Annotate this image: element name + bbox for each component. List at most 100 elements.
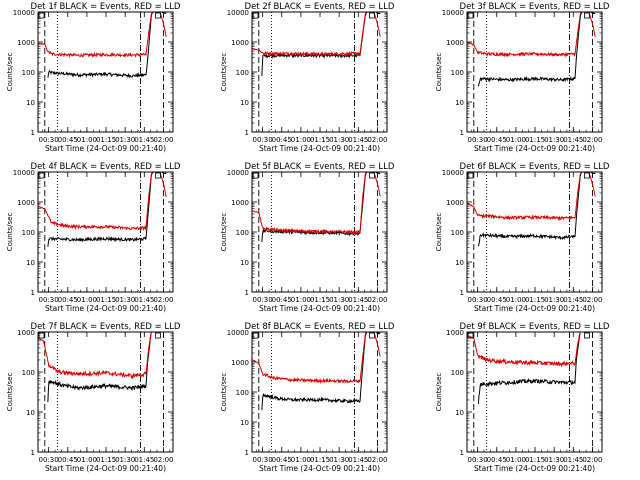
x-tick-label: 01:00 [506, 456, 526, 464]
corner-box-marker [584, 12, 590, 19]
series-line-events [477, 172, 596, 247]
x-tick-label: 01:30 [115, 456, 135, 464]
panel-title: Det 1f BLACK = Events, RED = LLD [31, 2, 181, 12]
y-tick-label: 10 [240, 99, 249, 107]
y-tick-label: 1 [31, 289, 35, 297]
corner-box-marker [252, 172, 259, 179]
panel-det-3: Det 3f BLACK = Events, RED = LLD 1 10 100 10… [435, 2, 610, 153]
series-group [38, 172, 167, 247]
panel-frame [251, 331, 388, 453]
panel-title: Det 2f BLACK = Events, RED = LLD [245, 2, 395, 12]
x-tick-label: 01:45 [563, 296, 583, 304]
x-tick-label: 00:45 [58, 296, 78, 304]
y-tick-label: 10000 [13, 9, 35, 17]
x-tick-label: 01:15 [525, 456, 545, 464]
x-axis-label: Start Time (24-Oct-09 00:21:40) [45, 144, 166, 153]
x-tick-label: 02:00 [582, 456, 602, 464]
panel-det-6: Det 6f BLACK = Events, RED = LLD 1 10 100 10… [435, 162, 610, 313]
x-tick-label: 01:00 [291, 296, 311, 304]
series-group [252, 332, 381, 411]
series-line-lld [467, 12, 596, 58]
panel-det-2: Det 2f BLACK = Events, RED = LLD 1 10 100 10… [220, 2, 395, 153]
x-tick-label: 01:30 [544, 296, 564, 304]
series-line-events [47, 12, 167, 79]
x-tick-label: 01:45 [563, 136, 583, 144]
x-tick-label: 00:30 [253, 296, 273, 304]
corner-box-marker [252, 332, 259, 339]
corner-box-marker [155, 332, 161, 339]
panel-frame [37, 11, 174, 133]
x-tick-label: 01:15 [525, 136, 545, 144]
x-tick-label: 01:45 [563, 456, 583, 464]
series-group [467, 332, 596, 404]
panel-det-8: Det 8f BLACK = Events, RED = LLD 1 10 100 10… [220, 322, 395, 473]
panel-title: Det 5f BLACK = Events, RED = LLD [245, 162, 395, 172]
y-tick-label: 100 [236, 229, 249, 237]
x-axis-label: Start Time (24-Oct-09 00:21:40) [474, 144, 595, 153]
y-tick-label: 1 [245, 449, 249, 457]
y-tick-label: 1000 [17, 199, 35, 207]
panel-frame [251, 171, 388, 293]
x-tick-label: 01:30 [544, 456, 564, 464]
series-line-lld [467, 172, 596, 222]
y-tick-label: 10000 [227, 329, 249, 337]
x-tick-label: 01:45 [134, 296, 154, 304]
x-tick-label: 00:30 [468, 136, 488, 144]
corner-box-marker [584, 332, 590, 339]
series-line-events [261, 332, 381, 411]
x-tick-label: 00:45 [58, 136, 78, 144]
y-tick-label: 1 [31, 129, 35, 137]
y-tick-label: 1000 [231, 199, 249, 207]
x-tick-label: 01:00 [291, 136, 311, 144]
x-tick-label: 01:00 [291, 456, 311, 464]
x-axis-label: Start Time (24-Oct-09 00:21:40) [259, 464, 380, 473]
series-line-lld [252, 12, 381, 58]
x-tick-label: 01:15 [96, 456, 116, 464]
x-tick-label: 01:30 [115, 136, 135, 144]
y-axis-label: Counts/sec [6, 53, 14, 92]
series-group [467, 12, 596, 87]
y-tick-label: 1 [31, 449, 35, 457]
y-tick-label: 10 [26, 259, 35, 267]
y-tick-label: 100 [236, 389, 249, 397]
corner-box-marker [38, 332, 45, 339]
y-tick-label: 10 [26, 99, 35, 107]
series-line-events [47, 332, 167, 403]
y-tick-label: 100 [451, 369, 464, 377]
corner-box-marker [252, 12, 259, 19]
y-axis-label: Counts/sec [6, 373, 14, 412]
panel-det-4: Det 4f BLACK = Events, RED = LLD 1 10 100 10… [6, 162, 181, 313]
panel-title: Det 9f BLACK = Events, RED = LLD [460, 322, 610, 332]
y-tick-label: 1000 [446, 39, 464, 47]
series-line-events [477, 12, 596, 87]
x-tick-label: 00:30 [468, 456, 488, 464]
panel-det-1: Det 1f BLACK = Events, RED = LLD 1 10 100 10… [6, 2, 181, 153]
y-tick-label: 100 [22, 229, 35, 237]
x-tick-label: 00:45 [487, 136, 507, 144]
x-tick-label: 01:15 [96, 296, 116, 304]
x-tick-label: 01:30 [329, 456, 349, 464]
y-tick-label: 100 [22, 369, 35, 377]
x-tick-label: 01:45 [134, 456, 154, 464]
x-tick-label: 00:45 [487, 456, 507, 464]
series-line-lld [38, 12, 167, 58]
y-tick-label: 10000 [13, 169, 35, 177]
x-tick-label: 02:00 [367, 136, 387, 144]
x-tick-label: 01:15 [310, 456, 330, 464]
x-axis-label: Start Time (24-Oct-09 00:21:40) [474, 304, 595, 313]
x-tick-label: 01:00 [506, 296, 526, 304]
x-tick-label: 00:30 [39, 136, 59, 144]
corner-box-marker [369, 12, 375, 19]
y-axis-label: Counts/sec [220, 213, 228, 252]
series-line-lld [467, 332, 596, 368]
x-tick-label: 00:30 [39, 456, 59, 464]
panel-title: Det 8f BLACK = Events, RED = LLD [245, 322, 395, 332]
x-tick-label: 00:45 [58, 456, 78, 464]
x-tick-label: 00:45 [487, 296, 507, 304]
y-tick-label: 1000 [17, 39, 35, 47]
x-tick-label: 01:15 [525, 296, 545, 304]
x-tick-label: 02:00 [582, 136, 602, 144]
panel-title: Det 4f BLACK = Events, RED = LLD [31, 162, 181, 172]
series-line-events [47, 172, 167, 247]
y-tick-label: 100 [236, 69, 249, 77]
